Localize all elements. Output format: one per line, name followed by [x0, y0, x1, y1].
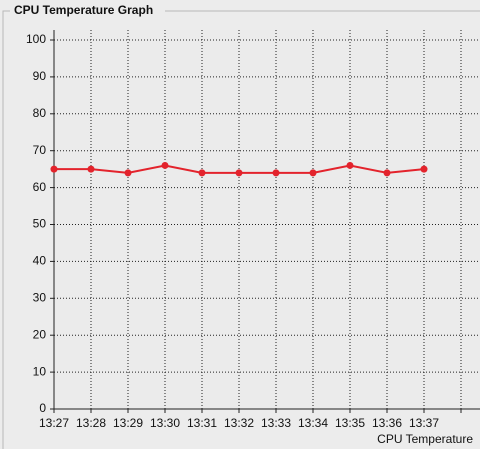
- point: [272, 169, 280, 177]
- title-bg: [10, 4, 165, 18]
- x-tick-label: 13:28: [76, 416, 106, 430]
- point: [124, 169, 132, 177]
- x-tick-label: 13:36: [372, 416, 402, 430]
- point: [50, 165, 58, 173]
- y-tick-label: 90: [33, 69, 47, 83]
- x-tick-label: 13:30: [150, 416, 180, 430]
- y-tick-label: 20: [33, 327, 47, 341]
- x-tick-label: 13:29: [113, 416, 143, 430]
- x-tick-label: 13:34: [298, 416, 328, 430]
- y-tick-label: 60: [33, 180, 47, 194]
- point: [161, 161, 169, 169]
- point: [383, 169, 391, 177]
- point: [87, 165, 95, 173]
- panel-title: CPU Temperature Graph: [14, 3, 153, 17]
- y-tick-label: 40: [33, 254, 47, 268]
- y-tick-label: 50: [33, 217, 47, 231]
- y-tick-label: 10: [33, 364, 47, 378]
- point: [420, 165, 428, 173]
- x-tick-label: 13:27: [39, 416, 69, 430]
- y-tick-label: 30: [33, 290, 47, 304]
- plot-area: [54, 30, 480, 409]
- x-tick-label: 13:35: [335, 416, 365, 430]
- point: [198, 169, 206, 177]
- point: [235, 169, 243, 177]
- point: [309, 169, 317, 177]
- x-tick-label: 13:33: [261, 416, 291, 430]
- x-tick-label: 13:37: [409, 416, 439, 430]
- x-tick-label: 13:31: [187, 416, 217, 430]
- y-tick-label: 100: [26, 32, 46, 46]
- x-tick-label: 13:32: [224, 416, 254, 430]
- y-tick-label: 0: [39, 401, 46, 415]
- point: [346, 161, 354, 169]
- legend-label: CPU Temperature: [377, 432, 473, 446]
- y-tick-label: 80: [33, 106, 47, 120]
- y-tick-label: 70: [33, 143, 47, 157]
- group-box: [2, 10, 480, 449]
